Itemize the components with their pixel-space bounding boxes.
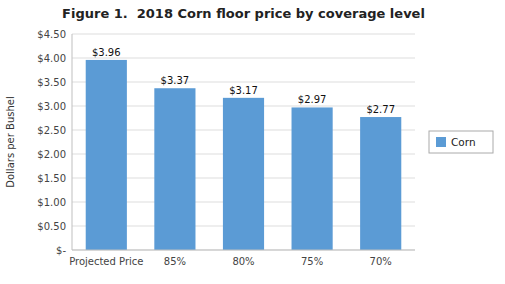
- legend-frame: [429, 131, 493, 153]
- legend-swatch: [436, 137, 446, 147]
- x-tick-label: 80%: [232, 256, 254, 267]
- bars: [86, 60, 402, 250]
- grid-line: [72, 250, 415, 251]
- y-tick-label: $2.50: [37, 125, 66, 136]
- legend-label: Corn: [451, 136, 476, 148]
- x-tick-label: 85%: [164, 256, 186, 267]
- legend: Corn: [429, 131, 493, 153]
- bar: [154, 88, 195, 250]
- y-tick-label: $0.50: [37, 221, 66, 232]
- y-tick-label: $4.00: [37, 53, 66, 64]
- data-label: $2.97: [298, 94, 327, 105]
- y-tick-label: $1.50: [37, 173, 66, 184]
- bar: [360, 117, 401, 250]
- data-label: $3.37: [161, 75, 190, 86]
- y-tick-label: $-: [56, 245, 66, 256]
- y-tick-label: $4.50: [37, 29, 66, 40]
- data-label: $2.77: [366, 104, 395, 115]
- x-tick-label: 75%: [301, 256, 323, 267]
- y-tick-label: $3.00: [37, 101, 66, 112]
- y-tick-label: $1.00: [37, 197, 66, 208]
- x-axis-line: [72, 250, 415, 251]
- x-tick-label: Projected Price: [69, 256, 143, 267]
- title: Figure 1. 2018 Corn floor price by cover…: [62, 6, 425, 21]
- bar: [86, 60, 127, 250]
- data-label: $3.17: [229, 85, 258, 96]
- data-label: $3.96: [92, 47, 121, 58]
- y-axis-line: [72, 34, 73, 250]
- y-axis-label: Dollars per Bushel: [5, 96, 16, 187]
- grid-line: [72, 34, 415, 35]
- bar: [223, 98, 264, 250]
- y-tick-label: $2.00: [37, 149, 66, 160]
- x-tick-label: 70%: [370, 256, 392, 267]
- bar: [292, 107, 333, 250]
- grid-line: [72, 58, 415, 59]
- y-tick-label: $3.50: [37, 77, 66, 88]
- chart: Figure 1. 2018 Corn floor price by cover…: [0, 0, 505, 284]
